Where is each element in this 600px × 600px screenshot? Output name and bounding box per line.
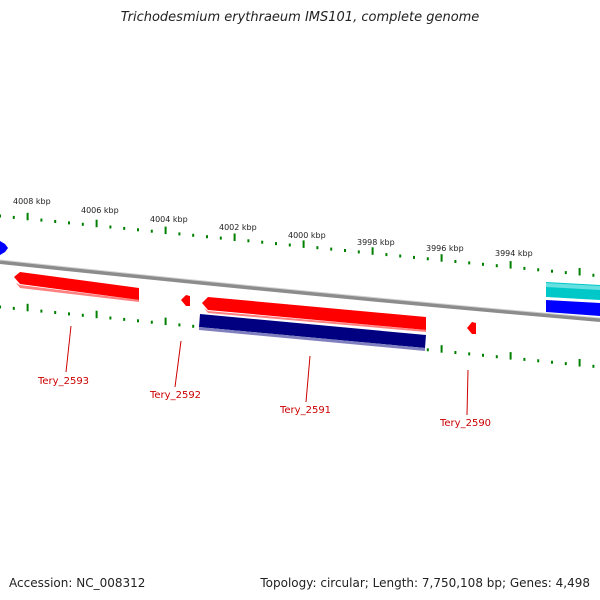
gene-label-tery-2592[interactable]: Tery_2592 [149, 390, 201, 401]
accession-text: Accession: NC_008312 [9, 576, 146, 590]
genome-summary-text: Topology: circular; Length: 7,750,108 bp… [260, 576, 590, 590]
scale-label-3996: 3996 kbp [426, 244, 464, 253]
callout-line-tery-2591 [305, 355, 311, 403]
scale-label-4008: 4008 kbp [13, 197, 51, 206]
outer-tick-row [0, 212, 595, 277]
gene-tery-2590[interactable] [467, 322, 476, 334]
gene-tery-2593[interactable] [14, 272, 139, 302]
scale-label-4004: 4004 kbp [150, 215, 188, 224]
feature-blue-right[interactable] [546, 300, 600, 316]
gene-label-tery-2591[interactable]: Tery_2591 [279, 405, 331, 416]
scale-label-3994: 3994 kbp [495, 249, 533, 258]
callout-line-tery-2590 [466, 369, 469, 416]
gene-label-tery-2590[interactable]: Tery_2590 [439, 418, 491, 429]
cds-tery-2591[interactable] [199, 314, 426, 351]
scale-label-4002: 4002 kbp [219, 223, 257, 232]
gene-tery-2592[interactable] [181, 295, 190, 306]
genome-title: Trichodesmium erythraeum IMS101, complet… [120, 10, 480, 25]
callout-line-tery-2592 [174, 340, 182, 388]
scale-label-4006: 4006 kbp [81, 206, 119, 215]
scale-label-4000: 4000 kbp [288, 231, 326, 240]
scale-label-3998: 3998 kbp [357, 238, 395, 247]
genome-backbone [0, 260, 600, 322]
callout-line-tery-2593 [65, 325, 72, 373]
gene-tery-2591[interactable] [202, 297, 426, 332]
gene-label-tery-2593[interactable]: Tery_2593 [37, 376, 89, 387]
feature-blue-left[interactable] [0, 241, 8, 255]
